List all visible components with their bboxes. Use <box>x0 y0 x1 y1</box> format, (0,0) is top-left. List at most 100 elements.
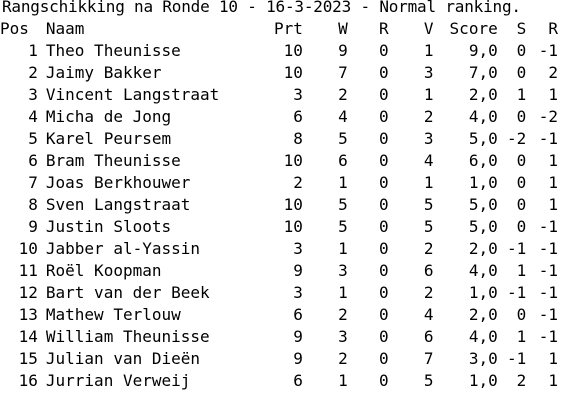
cell-score: 9,0 <box>468 41 498 60</box>
cell-r2: 1 <box>548 173 558 192</box>
table-row: 10 Jabber al-Yassin 3 1 0 2 2,0 -1 -1 <box>0 238 560 260</box>
cell-v: 6 <box>423 261 434 280</box>
cell-s: 2 <box>516 371 527 390</box>
table-row: 2 Jaimy Bakker 10 7 0 3 7,0 0 2 <box>0 62 560 84</box>
column-header-prt: Prt <box>274 19 303 38</box>
cell-naam: Vincent Langstraat <box>45 85 220 104</box>
cell-score: 1,0 <box>468 173 498 192</box>
cell-score: 4,0 <box>468 107 498 126</box>
cell-prt: 9 <box>293 327 303 346</box>
cell-r: 0 <box>378 283 389 302</box>
cell-score: 5,0 <box>468 129 498 148</box>
cell-r: 0 <box>378 151 389 170</box>
table-row: 6 Bram Theunisse 10 6 0 4 6,0 0 1 <box>0 150 560 172</box>
cell-s: -2 <box>507 129 527 148</box>
cell-naam: Bram Theunisse <box>45 151 181 170</box>
cell-s: -1 <box>507 283 527 302</box>
cell-prt: 6 <box>293 107 303 126</box>
cell-w: 2 <box>338 349 348 368</box>
cell-pos: 8 <box>28 195 38 214</box>
cell-s: 0 <box>516 151 527 170</box>
cell-r2: -1 <box>538 283 558 302</box>
cell-naam: Karel Peursem <box>45 129 172 148</box>
cell-pos: 3 <box>28 85 38 104</box>
cell-pos: 5 <box>28 129 38 148</box>
cell-r: 0 <box>378 173 389 192</box>
cell-s: 0 <box>516 305 527 324</box>
cell-naam: Justin Sloots <box>45 217 172 236</box>
cell-naam: Roël Koopman <box>45 261 162 280</box>
cell-pos: 2 <box>28 63 38 82</box>
cell-v: 1 <box>423 173 434 192</box>
cell-w: 5 <box>338 129 348 148</box>
column-header-v: V <box>423 19 434 38</box>
cell-naam: Jaimy Bakker <box>45 63 162 82</box>
cell-prt: 3 <box>293 239 303 258</box>
cell-naam: William Theunisse <box>45 327 210 346</box>
cell-naam: Bart van der Beek <box>45 283 210 302</box>
table-row: 4 Micha de Jong 6 4 0 2 4,0 0 -2 <box>0 106 560 128</box>
cell-prt: 6 <box>293 305 303 324</box>
cell-pos: 4 <box>28 107 38 126</box>
cell-score: 5,0 <box>468 195 498 214</box>
cell-s: 0 <box>516 63 527 82</box>
cell-w: 3 <box>338 261 348 280</box>
cell-prt: 2 <box>293 173 303 192</box>
cell-pos: 12 <box>18 283 38 302</box>
cell-r: 0 <box>378 327 389 346</box>
column-header-r2: R <box>548 19 558 38</box>
cell-prt: 10 <box>283 195 303 214</box>
cell-pos: 1 <box>28 41 38 60</box>
cell-r: 0 <box>378 41 389 60</box>
cell-r2: 1 <box>548 195 558 214</box>
cell-prt: 6 <box>293 371 303 390</box>
ranking-table: Pos Naam Prt W R V Score S R 1 Theo Theun… <box>0 18 560 392</box>
cell-pos: 15 <box>18 349 38 368</box>
cell-s: 0 <box>516 195 527 214</box>
cell-r2: 2 <box>548 63 558 82</box>
cell-r2: -1 <box>538 327 558 346</box>
cell-naam: Julian van Dieën <box>45 349 201 368</box>
cell-r2: -1 <box>538 41 558 60</box>
cell-w: 9 <box>338 41 348 60</box>
cell-w: 1 <box>338 239 348 258</box>
cell-r2: -1 <box>538 239 558 258</box>
cell-r: 0 <box>378 261 389 280</box>
cell-score: 1,0 <box>468 371 498 390</box>
cell-r: 0 <box>378 217 389 236</box>
cell-prt: 3 <box>293 85 303 104</box>
cell-r2: -1 <box>538 305 558 324</box>
table-header-row: Pos Naam Prt W R V Score S R <box>0 18 560 40</box>
cell-prt: 10 <box>283 63 303 82</box>
cell-w: 6 <box>338 151 348 170</box>
cell-score: 4,0 <box>468 261 498 280</box>
cell-v: 3 <box>423 63 434 82</box>
table-row: 11 Roël Koopman 9 3 0 6 4,0 1 -1 <box>0 260 560 282</box>
cell-r2: -2 <box>538 107 558 126</box>
cell-v: 1 <box>423 41 434 60</box>
cell-w: 2 <box>338 305 348 324</box>
cell-w: 7 <box>338 63 348 82</box>
cell-r2: 1 <box>548 151 558 170</box>
cell-r2: 1 <box>548 85 558 104</box>
cell-prt: 9 <box>293 349 303 368</box>
cell-naam: Micha de Jong <box>45 107 172 126</box>
cell-w: 4 <box>338 107 348 126</box>
cell-r2: -1 <box>538 217 558 236</box>
cell-r: 0 <box>378 63 389 82</box>
table-row: 5 Karel Peursem 8 5 0 3 5,0 -2 -1 <box>0 128 560 150</box>
cell-naam: Jabber al-Yassin <box>45 239 201 258</box>
table-row: 16 Jurrian Verweij 6 1 0 5 1,0 2 1 <box>0 370 560 392</box>
cell-prt: 3 <box>293 283 303 302</box>
cell-pos: 16 <box>18 371 38 390</box>
cell-r2: -1 <box>538 129 558 148</box>
cell-s: 1 <box>516 85 527 104</box>
cell-prt: 10 <box>283 151 303 170</box>
cell-v: 4 <box>423 305 434 324</box>
cell-score: 2,0 <box>468 239 498 258</box>
cell-prt: 10 <box>283 217 303 236</box>
cell-score: 5,0 <box>468 217 498 236</box>
cell-score: 1,0 <box>468 283 498 302</box>
cell-w: 1 <box>338 173 348 192</box>
